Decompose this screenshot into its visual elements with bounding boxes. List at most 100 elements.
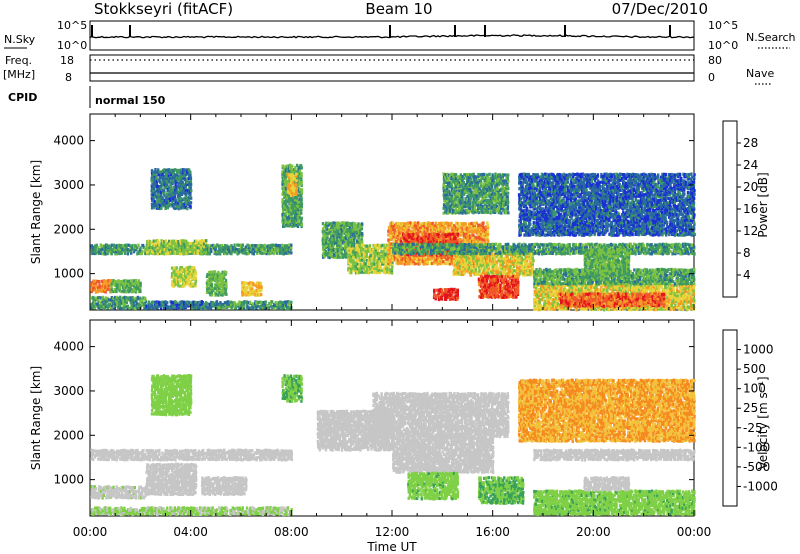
data-cell bbox=[103, 246, 106, 250]
data-cell bbox=[113, 247, 117, 252]
data-cell bbox=[288, 168, 291, 172]
data-cell bbox=[160, 190, 163, 194]
data-cell bbox=[169, 168, 173, 172]
data-cell bbox=[152, 251, 155, 255]
data-cell bbox=[106, 283, 109, 287]
data-cell bbox=[285, 302, 288, 306]
data-cell bbox=[210, 286, 214, 290]
data-cell bbox=[283, 220, 286, 225]
data-cell bbox=[347, 266, 350, 270]
data-cell bbox=[223, 286, 226, 290]
data-cell bbox=[123, 295, 126, 299]
data-cell bbox=[294, 200, 297, 204]
data-cell bbox=[366, 268, 369, 272]
data-cell bbox=[356, 262, 359, 267]
data-cell bbox=[214, 245, 218, 249]
data-cell bbox=[283, 300, 287, 304]
data-cell bbox=[103, 250, 106, 254]
data-cell bbox=[255, 250, 259, 254]
data-cell bbox=[126, 243, 129, 247]
data-cell bbox=[332, 221, 335, 225]
data-cell bbox=[384, 243, 388, 247]
data-cell bbox=[448, 232, 451, 237]
data-cell bbox=[155, 200, 158, 204]
data-cell bbox=[352, 241, 356, 245]
data-cell bbox=[283, 166, 286, 170]
data-cell bbox=[189, 196, 193, 200]
data-cell bbox=[281, 220, 284, 224]
data-cell bbox=[381, 258, 384, 262]
data-cell bbox=[332, 237, 336, 241]
data-cell bbox=[340, 236, 343, 240]
data-cell bbox=[272, 302, 276, 307]
data-cell bbox=[120, 280, 123, 284]
data-cell bbox=[204, 251, 207, 255]
data-cell bbox=[130, 251, 133, 255]
data-cell bbox=[284, 213, 288, 217]
data-cell bbox=[356, 243, 359, 247]
data-cell bbox=[206, 272, 209, 277]
data-cell bbox=[205, 243, 208, 248]
data-cell bbox=[183, 268, 186, 272]
data-cell bbox=[164, 196, 168, 200]
data-cell bbox=[172, 251, 176, 255]
data-cell bbox=[386, 266, 389, 270]
data-cell bbox=[220, 291, 223, 295]
data-cell bbox=[172, 300, 175, 305]
data-cell bbox=[193, 243, 196, 247]
data-cell bbox=[323, 249, 326, 253]
data-cell bbox=[174, 241, 177, 245]
data-cell bbox=[180, 172, 183, 176]
data-cell bbox=[160, 206, 163, 210]
data-cell bbox=[121, 279, 124, 283]
data-cell bbox=[249, 300, 252, 304]
data-cell bbox=[129, 285, 132, 289]
data-cell bbox=[227, 300, 230, 304]
data-cell bbox=[263, 246, 266, 250]
data-cell bbox=[115, 246, 118, 250]
data-cell bbox=[160, 184, 163, 188]
data-cell bbox=[282, 201, 286, 205]
data-cell bbox=[193, 302, 196, 306]
data-cell bbox=[177, 174, 180, 178]
data-cell bbox=[238, 300, 241, 304]
data-cell bbox=[104, 300, 107, 304]
data-cell bbox=[140, 298, 144, 302]
data-cell bbox=[201, 301, 204, 305]
data-cell bbox=[328, 231, 331, 235]
data-cell bbox=[199, 302, 202, 306]
data-cell bbox=[376, 248, 380, 252]
data-cell bbox=[298, 187, 302, 191]
data-cell bbox=[166, 243, 169, 247]
data-cell bbox=[288, 187, 292, 191]
data-cell bbox=[210, 278, 213, 282]
data-cell bbox=[112, 306, 115, 311]
data-cell bbox=[182, 251, 185, 255]
data-cell bbox=[215, 281, 219, 285]
data-cell bbox=[351, 252, 355, 257]
data-cell bbox=[188, 275, 191, 280]
data-cell bbox=[329, 224, 333, 228]
data-cell bbox=[169, 188, 172, 192]
data-cell bbox=[386, 269, 389, 273]
data-cell bbox=[162, 183, 165, 187]
data-cell bbox=[192, 300, 195, 304]
data-cell bbox=[362, 244, 365, 248]
data-cell bbox=[367, 264, 371, 268]
data-cell bbox=[376, 261, 380, 265]
data-cell bbox=[342, 253, 345, 257]
data-cell bbox=[331, 227, 334, 232]
data-cell bbox=[378, 246, 381, 250]
data-cell bbox=[244, 281, 247, 285]
data-cell bbox=[153, 170, 156, 174]
data-cell bbox=[219, 248, 222, 252]
data-cell bbox=[252, 247, 255, 251]
data-cell bbox=[360, 262, 363, 266]
data-cell bbox=[159, 304, 163, 308]
data-cell bbox=[228, 245, 231, 249]
data-cell bbox=[98, 306, 101, 310]
data-cell bbox=[177, 178, 180, 182]
data-cell bbox=[191, 302, 194, 306]
data-cell bbox=[158, 206, 161, 211]
